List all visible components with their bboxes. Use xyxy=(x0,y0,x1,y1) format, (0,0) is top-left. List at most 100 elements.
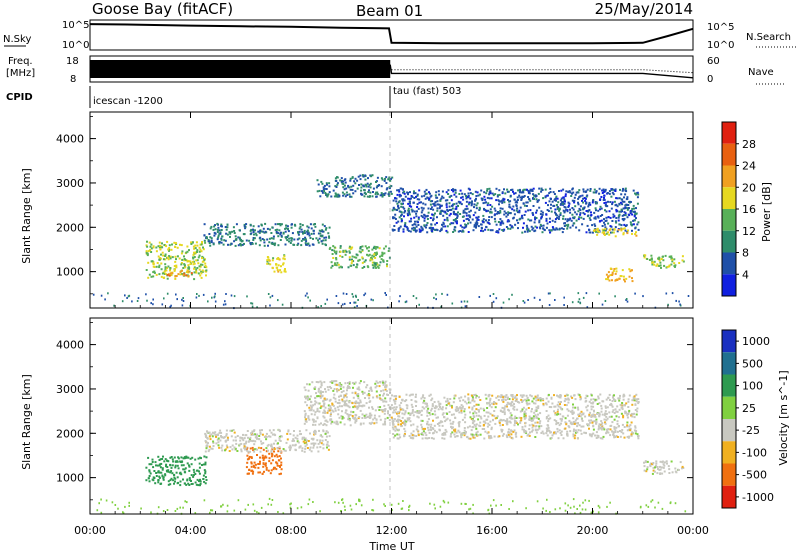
scatter-cell xyxy=(388,419,391,422)
scatter-cell xyxy=(268,457,271,460)
scatter-cell xyxy=(525,430,528,433)
scatter-cell xyxy=(548,221,551,223)
scatter-cell xyxy=(465,214,468,217)
scatter-cell xyxy=(165,463,168,466)
scatter-cell xyxy=(303,410,306,413)
scatter-cell xyxy=(466,300,469,303)
scatter-cell xyxy=(387,250,390,252)
scatter-cell xyxy=(445,229,448,232)
scatter-cell xyxy=(434,201,437,204)
scatter-cell xyxy=(412,192,415,195)
scatter-cell xyxy=(578,196,581,199)
scatter-cell xyxy=(577,437,579,440)
scatter-cell xyxy=(296,507,299,510)
scatter-cell xyxy=(258,438,261,441)
scatter-cell xyxy=(588,203,590,206)
scatter-cell xyxy=(531,228,534,231)
scatter-cell xyxy=(389,190,392,193)
scatter-cell xyxy=(522,222,525,225)
scatter-cell xyxy=(192,468,195,471)
scatter-cell xyxy=(485,226,488,229)
scatter-cell xyxy=(272,243,275,245)
scatter-cell xyxy=(622,394,625,397)
scatter-cell xyxy=(522,399,524,402)
scatter-cell xyxy=(444,199,447,202)
scatter-cell xyxy=(330,412,332,415)
scatter-cell xyxy=(303,231,306,234)
scatter-cell xyxy=(566,227,569,230)
scatter-cell xyxy=(603,418,606,421)
scatter-cell xyxy=(598,292,600,295)
scatter-cell xyxy=(202,463,205,466)
scatter-cell xyxy=(320,240,323,243)
scatter-cell xyxy=(546,209,549,211)
scatter-cell xyxy=(541,430,544,433)
scatter-cell xyxy=(179,484,182,487)
scatter-cell xyxy=(577,218,580,221)
scatter-cell xyxy=(623,196,625,199)
scatter-cell xyxy=(113,304,115,307)
scatter-cell xyxy=(157,255,160,258)
scatter-cell xyxy=(483,437,486,440)
scatter-cell xyxy=(514,201,517,204)
scatter-cell xyxy=(352,295,354,298)
scatter-cell xyxy=(604,300,607,302)
scatter-cell xyxy=(318,423,321,426)
scatter-cell xyxy=(319,439,322,442)
scatter-cell xyxy=(243,437,246,440)
scatter-cell xyxy=(611,188,614,191)
scatter-cell xyxy=(493,414,496,417)
scatter-cell xyxy=(572,403,574,406)
scatter-cell xyxy=(534,436,537,438)
scatter-cell xyxy=(653,263,656,266)
scatter-cell xyxy=(283,449,286,452)
scatter-cell xyxy=(466,207,469,210)
scatter-cell xyxy=(537,397,540,400)
scatter-cell xyxy=(646,460,649,463)
scatter-cell xyxy=(380,390,383,393)
scatter-cell xyxy=(659,264,662,267)
scatter-cell xyxy=(341,266,343,269)
scatter-cell xyxy=(407,202,410,205)
scatter-cell xyxy=(545,432,548,435)
scatter-cell xyxy=(355,400,358,403)
scatter-cell xyxy=(398,415,401,418)
scatter-cell xyxy=(613,427,616,430)
scatter-cell xyxy=(205,447,208,450)
scatter-cell xyxy=(434,507,436,510)
scatter-cell xyxy=(337,302,340,305)
scatter-cell xyxy=(452,188,454,191)
scatter-cell xyxy=(383,252,386,255)
scatter-cell xyxy=(169,456,172,459)
scatter-cell xyxy=(534,216,537,219)
scatter-cell xyxy=(152,298,154,301)
scatter-cell xyxy=(172,479,175,482)
scatter-cell xyxy=(616,230,619,233)
scatter-cell xyxy=(634,403,637,406)
scatter-cell xyxy=(367,266,370,269)
scatter-cell xyxy=(473,423,476,426)
scatter-cell xyxy=(621,198,624,201)
scatter-cell xyxy=(468,219,470,222)
scatter-cell xyxy=(634,227,637,230)
scatter-cell xyxy=(282,263,284,266)
scatter-cell xyxy=(428,412,431,414)
scatter-cell xyxy=(359,246,362,248)
scatter-cell xyxy=(308,409,311,412)
scatter-cell xyxy=(517,227,519,230)
scatter-cell xyxy=(211,435,214,438)
scatter-cell xyxy=(480,189,483,192)
scatter-cell xyxy=(395,221,398,224)
scatter-cell xyxy=(198,268,201,271)
scatter-cell xyxy=(330,418,332,421)
colorbar-swatch xyxy=(722,274,736,296)
scatter-cell xyxy=(644,461,647,464)
scatter-cell xyxy=(471,218,474,221)
scatter-cell xyxy=(335,186,338,188)
scatter-cell xyxy=(579,412,582,415)
scatter-cell xyxy=(270,445,273,448)
scatter-cell xyxy=(259,236,262,239)
scatter-cell xyxy=(584,197,587,200)
scatter-cell xyxy=(469,411,471,414)
scatter-cell xyxy=(319,407,322,409)
